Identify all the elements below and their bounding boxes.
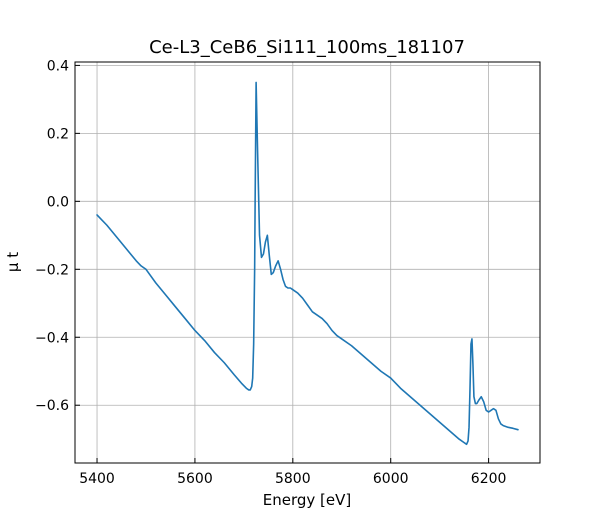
series-line (96, 81, 519, 446)
x-tick-label: 6000 (373, 471, 409, 487)
x-tick-label: 5400 (79, 471, 115, 487)
x-tick-label: 5600 (177, 471, 213, 487)
plot-frame (74, 61, 541, 464)
y-tick-label: 0.2 (47, 126, 69, 142)
y-tick-label: 0.4 (47, 58, 69, 74)
x-tick-label: 5800 (275, 471, 311, 487)
y-tick-label: −0.4 (35, 330, 69, 346)
series-layer (96, 81, 519, 446)
y-tick-label: 0.0 (47, 194, 69, 210)
x-axis-title: Energy [eV] (263, 491, 351, 509)
chart-title: Ce-L3_CeB6_Si111_100ms_181107 (149, 37, 465, 58)
y-tick-label: −0.6 (35, 398, 69, 414)
y-tick-label: −0.2 (35, 262, 69, 278)
y-axis-title: μ t (4, 252, 22, 272)
x-tick-label: 6200 (471, 471, 507, 487)
ticks: 5400 5600 5800 6000 6200 −0.6 −0.4 −0.2 0.0 0.2 0.… (35, 58, 506, 487)
grid (75, 62, 540, 463)
